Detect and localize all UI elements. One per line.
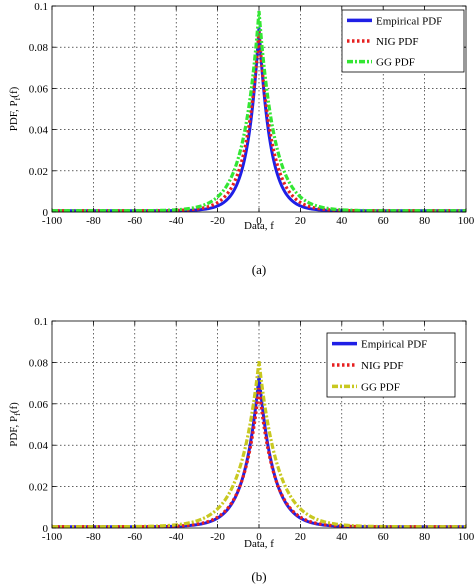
y-tick-label: 0.08 (29, 42, 49, 54)
chart-panel-1: -100 -80 -60 -40 -20 0 20 40 60 80 100 0 0.02 0.04 0.0… (8, 1, 474, 277)
y-tick-label: 0.04 (29, 125, 49, 137)
chart-panel-2: -100 -80 -60 -40 -20 0 20 40 60 80 100 0 0.02 0.04 0.0… (8, 316, 474, 584)
y-tick-label: 0.02 (29, 166, 48, 178)
x-tick-label: -100 (42, 215, 63, 227)
legend-label-3: GG PDF (376, 57, 415, 69)
x-axis-label: Data, f (244, 220, 274, 232)
y-tick-label: 0.06 (29, 83, 49, 95)
x-tick-label: 80 (419, 531, 431, 543)
panel-caption: (a) (252, 262, 266, 277)
x-tick-label: 80 (419, 215, 431, 227)
x-tick-label: 0 (256, 215, 262, 227)
x-tick-label: -80 (86, 531, 101, 543)
x-tick-label: 0 (256, 531, 262, 543)
legend-label-2: NIG PDF (361, 360, 403, 372)
y-axis-label: PDF, Pf(f) (8, 86, 22, 131)
x-tick-label: -80 (86, 215, 101, 227)
x-tick-label: 20 (295, 531, 307, 543)
x-tick-label: -60 (127, 531, 142, 543)
y-tick-label: 0 (43, 207, 49, 219)
x-tick-label: -60 (127, 215, 142, 227)
series-line-2 (52, 387, 466, 529)
x-tick-label: 60 (378, 531, 390, 543)
y-tick-label: 0.04 (29, 440, 49, 452)
legend-label-2: NIG PDF (376, 36, 418, 48)
y-axis-label: PDF, Pf(f) (8, 402, 22, 447)
legend: Empirical PDF NIG PDF GG PDF (341, 9, 465, 73)
x-tick-label: 40 (336, 531, 348, 543)
x-tick-label: -100 (42, 531, 63, 543)
y-tick-label: 0 (43, 523, 49, 535)
x-tick-label: -40 (169, 531, 184, 543)
x-tick-label: 60 (378, 215, 390, 227)
y-tick-label: 0.06 (29, 399, 49, 411)
y-tick-label: 0.1 (34, 1, 48, 13)
x-tick-label: -40 (169, 215, 184, 227)
series-line-3 (52, 360, 466, 529)
series-group (52, 10, 466, 213)
x-tick-label: 20 (295, 215, 307, 227)
panel-caption: (b) (251, 569, 266, 584)
legend: Empirical PDF NIG PDF GG PDF (326, 332, 456, 398)
series-line-3 (52, 10, 466, 213)
x-tick-label: 40 (336, 215, 348, 227)
x-tick-label: -20 (210, 215, 225, 227)
legend-label-3: GG PDF (361, 381, 400, 393)
x-tick-label: -20 (210, 531, 225, 543)
x-tick-label: 100 (458, 215, 474, 227)
series-line-2 (52, 31, 466, 213)
legend-label-1: Empirical PDF (361, 339, 427, 351)
x-tick-label: 100 (458, 531, 474, 543)
y-tick-label: 0.08 (29, 357, 49, 369)
y-tick-label: 0.1 (34, 316, 48, 328)
legend-label-1: Empirical PDF (376, 15, 442, 27)
x-axis-label: Data, f (244, 538, 274, 550)
y-tick-label: 0.02 (29, 482, 48, 494)
series-group (52, 360, 466, 529)
